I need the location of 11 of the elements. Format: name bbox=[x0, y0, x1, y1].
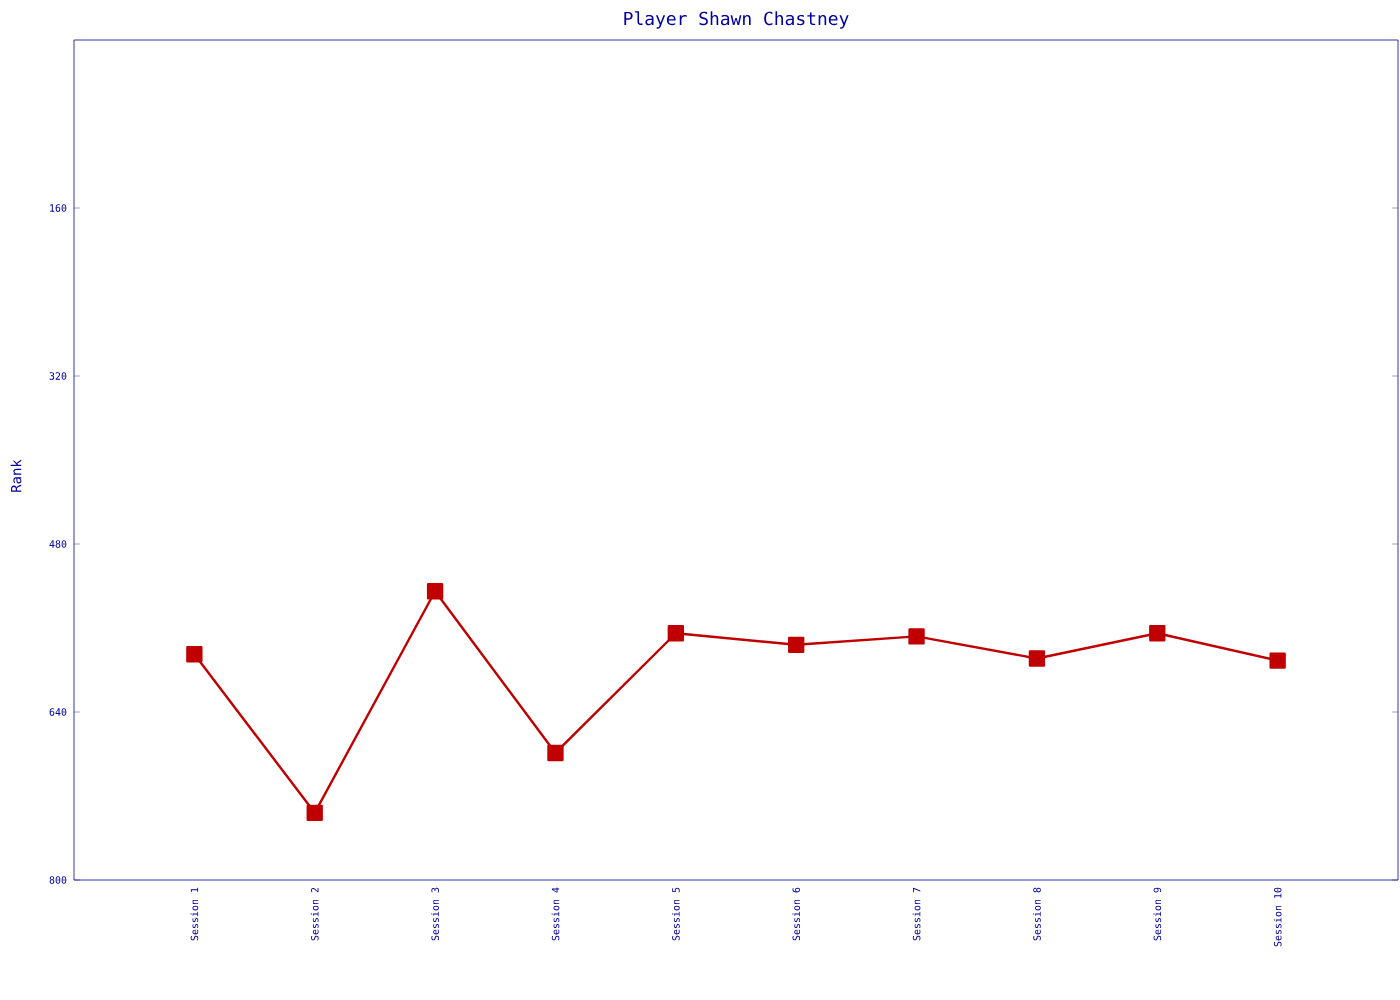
point bbox=[186, 646, 203, 663]
point bbox=[547, 744, 564, 762]
point bbox=[667, 625, 684, 642]
point bbox=[1028, 650, 1046, 667]
point bbox=[1149, 625, 1166, 642]
chart-title: Player Shawn Chastney bbox=[624, 11, 849, 29]
point bbox=[426, 583, 444, 600]
point bbox=[306, 804, 323, 821]
point bbox=[908, 628, 925, 645]
point bbox=[1269, 652, 1286, 669]
point bbox=[788, 636, 805, 653]
